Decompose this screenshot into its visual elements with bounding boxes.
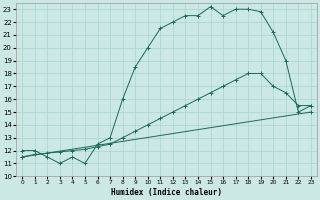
- X-axis label: Humidex (Indice chaleur): Humidex (Indice chaleur): [111, 188, 222, 197]
